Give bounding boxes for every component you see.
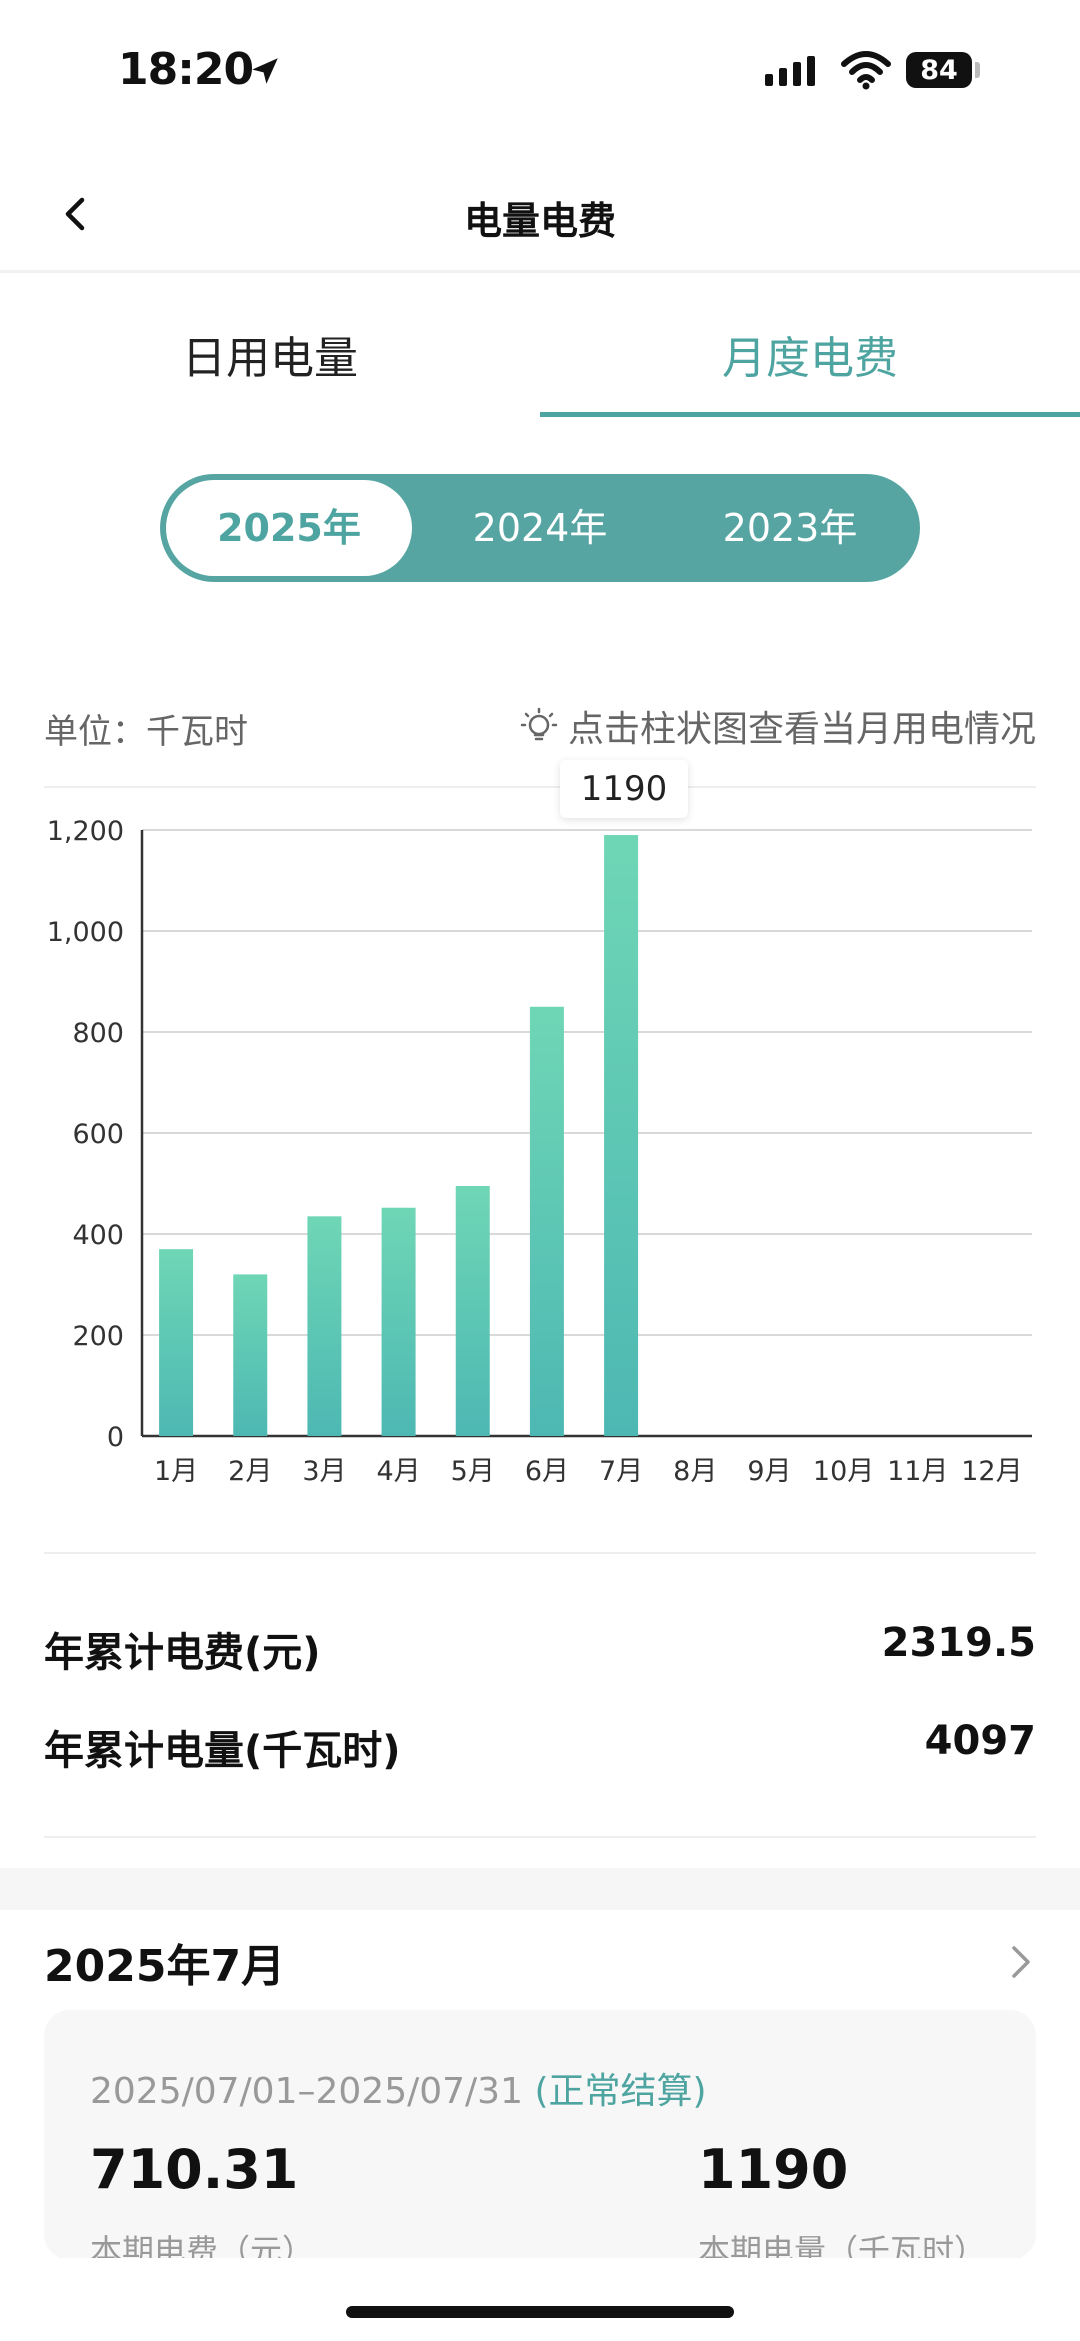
wifi-icon [841,51,891,90]
x-tick-label: 12月 [961,1456,1022,1487]
battery-cap [975,62,980,78]
period-usage-label: 本期电量（千瓦时） [698,2232,987,2260]
x-tick-label: 3月 [302,1456,346,1487]
y-tick-label: 1,200 [47,816,124,847]
x-tick-label: 1月 [154,1456,198,1487]
y-tick-label: 600 [72,1119,124,1150]
status-time: 18:20 [118,44,254,95]
bar-4[interactable] [381,1207,416,1436]
month-detail-card[interactable]: 2025/07/01–2025/07/31 (正常结算) 710.31 1190… [44,2010,1036,2260]
year-option-2025[interactable]: 2025年 [166,480,412,576]
year-option-2023[interactable]: 2023年 [722,506,858,550]
bottom-bar-area [0,2258,1080,2341]
year-selector: 2024年 2023年 2025年 [160,474,920,582]
chart-hint: 点击柱状图查看当月用电情况 [518,700,1036,752]
x-tick-label: 7月 [599,1456,643,1487]
bar-7[interactable] [604,835,639,1436]
status-bar: 18:20 84 [0,0,1080,140]
annual-usage-value: 4097 [924,1718,1036,1764]
cellular-signal-icon [765,56,815,86]
bar-3[interactable] [307,1216,342,1436]
monthly-usage-bar-chart[interactable]: 0 200 400 600 800 1,000 1,200 1月 2月 3月 4月 5月 6月 7月 8月 9… [30,760,1050,1500]
bar-5[interactable] [455,1186,490,1436]
divider [44,1836,1036,1838]
chevron-right-icon[interactable] [1006,1942,1036,1982]
location-arrow-icon [252,58,278,84]
chevron-left-icon[interactable] [56,194,96,234]
y-tick-label: 800 [72,1018,124,1049]
x-tick-label: 6月 [525,1456,569,1487]
x-tick-label: 9月 [747,1456,791,1487]
billing-period-range: 2025/07/01–2025/07/31 [90,2071,523,2112]
x-tick-label: 11月 [887,1456,948,1487]
unit-label: 单位：千瓦时 [44,712,248,752]
period-fee-value: 710.31 [90,2138,299,2201]
bar-6[interactable] [529,1006,564,1436]
month-title[interactable]: 2025年7月 [44,1941,286,1992]
annual-fee-label: 年累计电费(元) [44,1630,321,1676]
bar-tooltip: 1190 [560,760,688,818]
home-indicator[interactable] [346,2306,734,2318]
y-tick-label: 0 [107,1422,124,1453]
x-tick-label: 4月 [376,1456,420,1487]
section-spacer [0,1868,1080,1910]
y-tick-label: 200 [72,1321,124,1352]
annual-fee-value: 2319.5 [881,1620,1036,1666]
tab-active-indicator [540,412,1080,417]
billing-status: (正常结算) [534,2071,707,2112]
tab-bar: 日用电量 月度电费 [0,300,1080,420]
chart-hint-text: 点击柱状图查看当月用电情况 [567,709,1036,750]
period-fee-label: 本期电费（元） [90,2232,315,2260]
nav-bar: 电量电费 [0,160,1080,273]
x-tick-label: 8月 [673,1456,717,1487]
y-tick-label: 400 [72,1220,124,1251]
divider [44,786,1036,788]
bar-2[interactable] [233,1274,268,1436]
page-title: 电量电费 [463,199,616,243]
tab-monthly-fee[interactable]: 月度电费 [722,333,898,384]
tab-daily-usage[interactable]: 日用电量 [182,333,358,384]
year-option-2024[interactable]: 2024年 [472,506,608,550]
billing-period: 2025/07/01–2025/07/31 (正常结算) [90,2062,707,2114]
x-tick-label: 10月 [813,1456,874,1487]
annual-usage-label: 年累计电量(千瓦时) [44,1728,401,1774]
battery-indicator: 84 [906,52,972,88]
y-tick-label: 1,000 [47,917,124,948]
x-tick-label: 5月 [451,1456,495,1487]
x-tick-label: 2月 [228,1456,272,1487]
divider [44,1552,1036,1554]
lightbulb-icon [520,707,558,741]
period-usage-value: 1190 [698,2138,849,2201]
bar-1[interactable] [159,1249,194,1436]
